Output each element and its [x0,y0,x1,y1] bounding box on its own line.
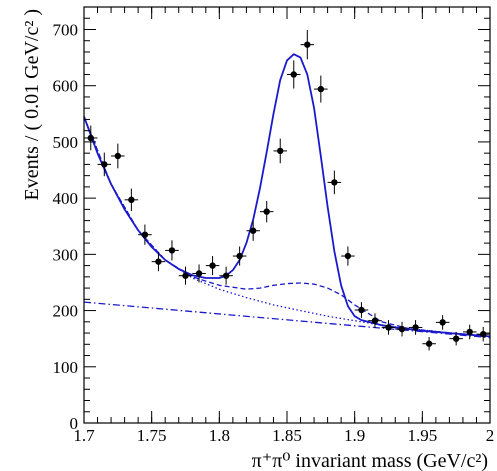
y-axis-title: Events / ( 0.01 GeV/c² ) [21,9,43,201]
data-marker [317,85,325,93]
data-point [476,326,490,342]
y-tick-label: 200 [53,302,79,321]
data-point [205,256,220,276]
data-marker [425,340,433,347]
data-marker [87,134,94,142]
data-marker [290,71,297,78]
x-tick-label: 1.95 [407,426,437,445]
data-marker [466,328,473,336]
data-marker [304,41,311,48]
data-point [246,220,260,241]
data-marker [141,231,149,238]
data-point [327,170,342,195]
data-point [138,224,152,245]
data-point [314,75,328,103]
data-marker [128,196,135,204]
data-marker [249,227,257,234]
y-tick-label: 300 [53,245,79,264]
data-point [97,152,112,177]
data-point [462,324,477,340]
data-point [300,30,315,60]
data-marker [480,330,487,338]
y-axis-ticks: 0 100 200 300 400 500 600 700 [53,17,490,433]
data-point [84,125,98,151]
data-point [232,246,247,266]
x-tick-label: 1.9 [344,426,365,445]
data-point [111,143,125,169]
data-point [395,321,409,337]
data-marker [209,262,216,269]
y-tick-label: 600 [53,77,79,96]
data-marker [452,335,460,342]
data-marker [277,147,284,155]
x-tick-label: 1.7 [73,426,95,445]
data-marker [371,317,379,324]
data-point [151,252,166,272]
x-tick-label: 1.8 [209,426,230,445]
y-tick-label: 700 [53,20,79,39]
data-point [124,188,139,212]
fit-curve-dashdot [83,301,491,339]
data-point [341,246,355,266]
data-points [84,30,490,351]
data-point [408,320,423,335]
x-tick-label: 1.85 [272,426,302,445]
data-point [165,240,179,261]
data-marker [168,247,176,254]
data-marker [263,208,270,215]
fit-curve-dashed [83,116,491,338]
data-marker [412,324,419,331]
data-marker [195,270,203,277]
data-point [381,320,396,335]
data-marker [155,258,162,265]
x-tick-label: 1.75 [137,426,167,445]
data-point [259,200,274,223]
data-marker [236,252,243,260]
data-marker [101,161,108,168]
data-point [287,60,301,89]
data-marker [331,179,338,186]
data-marker [344,252,352,260]
y-tick-label: 0 [70,414,79,433]
x-tick-label: 2 [486,426,495,445]
data-point [422,336,436,351]
data-point [273,138,287,164]
y-tick-label: 100 [53,358,79,377]
data-marker [222,272,230,279]
y-tick-label: 500 [53,133,79,152]
x-axis-ticks: 1.7 1.75 1.8 1.85 1.9 1.95 2 [73,7,494,445]
x-axis-title: π⁺π⁰ invariant mass (GeV/c²) [252,450,488,471]
data-point [435,315,450,330]
data-point [449,331,463,346]
data-marker [182,272,189,279]
data-marker [114,152,122,160]
data-point [354,302,369,318]
data-point [192,264,206,283]
data-marker [358,306,365,314]
data-point [178,266,193,285]
data-marker [439,319,446,326]
data-marker [385,324,392,331]
y-tick-label: 400 [53,189,79,208]
data-point [368,313,382,328]
fit-curves [83,53,491,339]
data-point [219,266,233,285]
data-marker [398,325,406,333]
